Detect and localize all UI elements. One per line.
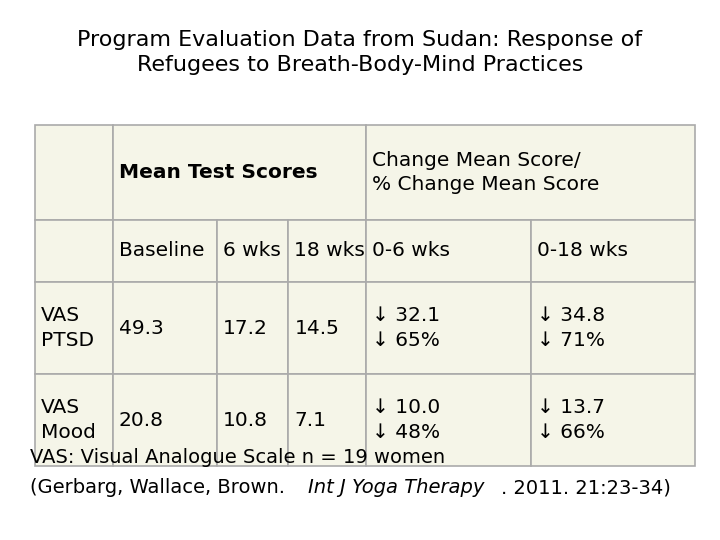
Text: ↓ 32.1
↓ 65%: ↓ 32.1 ↓ 65%	[372, 306, 441, 350]
Text: Mean Test Scores: Mean Test Scores	[119, 163, 318, 182]
Bar	[289, 374, 366, 466]
Text: 0-6 wks: 0-6 wks	[372, 241, 450, 260]
Text: 17.2: 17.2	[223, 319, 268, 338]
Bar	[217, 374, 289, 466]
Text: ↓ 34.8
↓ 71%: ↓ 34.8 ↓ 71%	[536, 306, 605, 350]
Text: ↓ 10.0
↓ 48%: ↓ 10.0 ↓ 48%	[372, 398, 441, 442]
Bar	[113, 374, 217, 466]
Text: 18 wks: 18 wks	[294, 241, 365, 260]
Text: Int J Yoga Therapy: Int J Yoga Therapy	[308, 478, 485, 497]
Bar	[35, 374, 113, 466]
Text: VAS: Visual Analogue Scale n = 19 women: VAS: Visual Analogue Scale n = 19 women	[30, 448, 445, 467]
Text: ↓ 13.7
↓ 66%: ↓ 13.7 ↓ 66%	[536, 398, 605, 442]
Bar	[113, 220, 217, 282]
Text: 7.1: 7.1	[294, 410, 326, 429]
Text: 6 wks: 6 wks	[223, 241, 281, 260]
Text: 49.3: 49.3	[119, 319, 163, 338]
Bar	[531, 374, 695, 466]
Text: VAS
Mood: VAS Mood	[41, 398, 96, 442]
Bar	[217, 220, 289, 282]
Bar	[113, 125, 366, 220]
Text: 20.8: 20.8	[119, 410, 164, 429]
Bar	[35, 282, 113, 374]
Bar	[531, 282, 695, 374]
Bar	[289, 282, 366, 374]
Bar	[366, 374, 531, 466]
Bar	[366, 125, 695, 220]
Text: VAS
PTSD: VAS PTSD	[41, 306, 94, 350]
Bar	[289, 220, 366, 282]
Text: Program Evaluation Data from Sudan: Response of
Refugees to Breath-Body-Mind Pra: Program Evaluation Data from Sudan: Resp…	[78, 30, 642, 75]
Text: . 2011. 21:23-34): . 2011. 21:23-34)	[500, 478, 670, 497]
Bar	[366, 282, 531, 374]
Text: (Gerbarg, Wallace, Brown.: (Gerbarg, Wallace, Brown.	[30, 478, 292, 497]
Text: 0-18 wks: 0-18 wks	[536, 241, 628, 260]
Bar	[531, 220, 695, 282]
Text: 10.8: 10.8	[223, 410, 268, 429]
Text: Baseline: Baseline	[119, 241, 204, 260]
Bar	[113, 282, 217, 374]
Bar	[217, 282, 289, 374]
Bar	[35, 125, 113, 220]
Bar	[366, 220, 531, 282]
Text: 14.5: 14.5	[294, 319, 339, 338]
Text: Change Mean Score/
% Change Mean Score: Change Mean Score/ % Change Mean Score	[372, 151, 600, 194]
Bar	[35, 220, 113, 282]
